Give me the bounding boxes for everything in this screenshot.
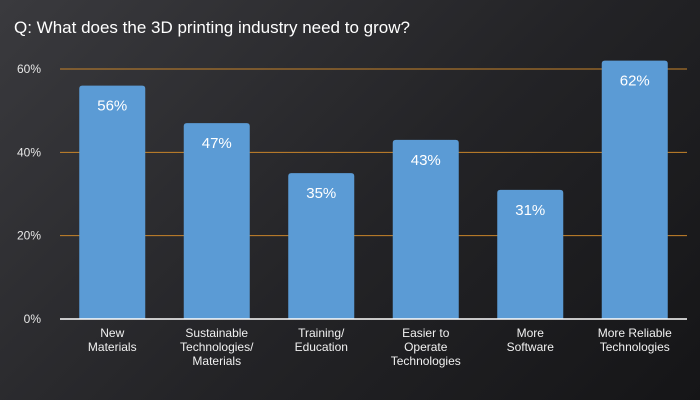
x-axis: New Materials Sustainable Technologies/Mate…: [60, 318, 687, 368]
bar-value-label: 35%: [306, 185, 336, 202]
bar: [79, 85, 146, 320]
bar-value-label: 56%: [97, 98, 127, 115]
x-tick-label: Easier to Operate Technologies: [391, 326, 461, 368]
bar: [288, 173, 355, 319]
bar: [601, 60, 668, 320]
y-axis: 0% 20% 40% 60%: [17, 62, 41, 326]
bar-value-label: 43%: [411, 152, 441, 169]
y-tick-label: 60%: [17, 62, 41, 76]
x-tick-label: More Reliable Technologies: [598, 326, 672, 354]
x-tick-label: New Materials: [88, 326, 137, 354]
chart-title: Q: What does the 3D printing industry ne…: [14, 18, 410, 37]
y-tick-label: 40%: [17, 145, 41, 159]
bar-value-label: 31%: [515, 202, 545, 219]
bar: [392, 139, 459, 319]
y-tick-label: 20%: [17, 229, 41, 243]
bar-value-label: 47%: [202, 135, 232, 152]
x-tick-label: Training/Education: [295, 326, 348, 354]
bar: [183, 123, 250, 320]
gridlines: [60, 68, 687, 237]
bars: 56% 47% 35% 43% 31% 62%: [79, 60, 668, 320]
y-tick-label: 0%: [24, 312, 42, 326]
bar: [497, 189, 564, 319]
bar-value-label: 62%: [620, 73, 650, 90]
x-tick-label: Sustainable Technologies/Materials: [180, 326, 254, 368]
x-tick-label: More Software: [507, 326, 555, 354]
